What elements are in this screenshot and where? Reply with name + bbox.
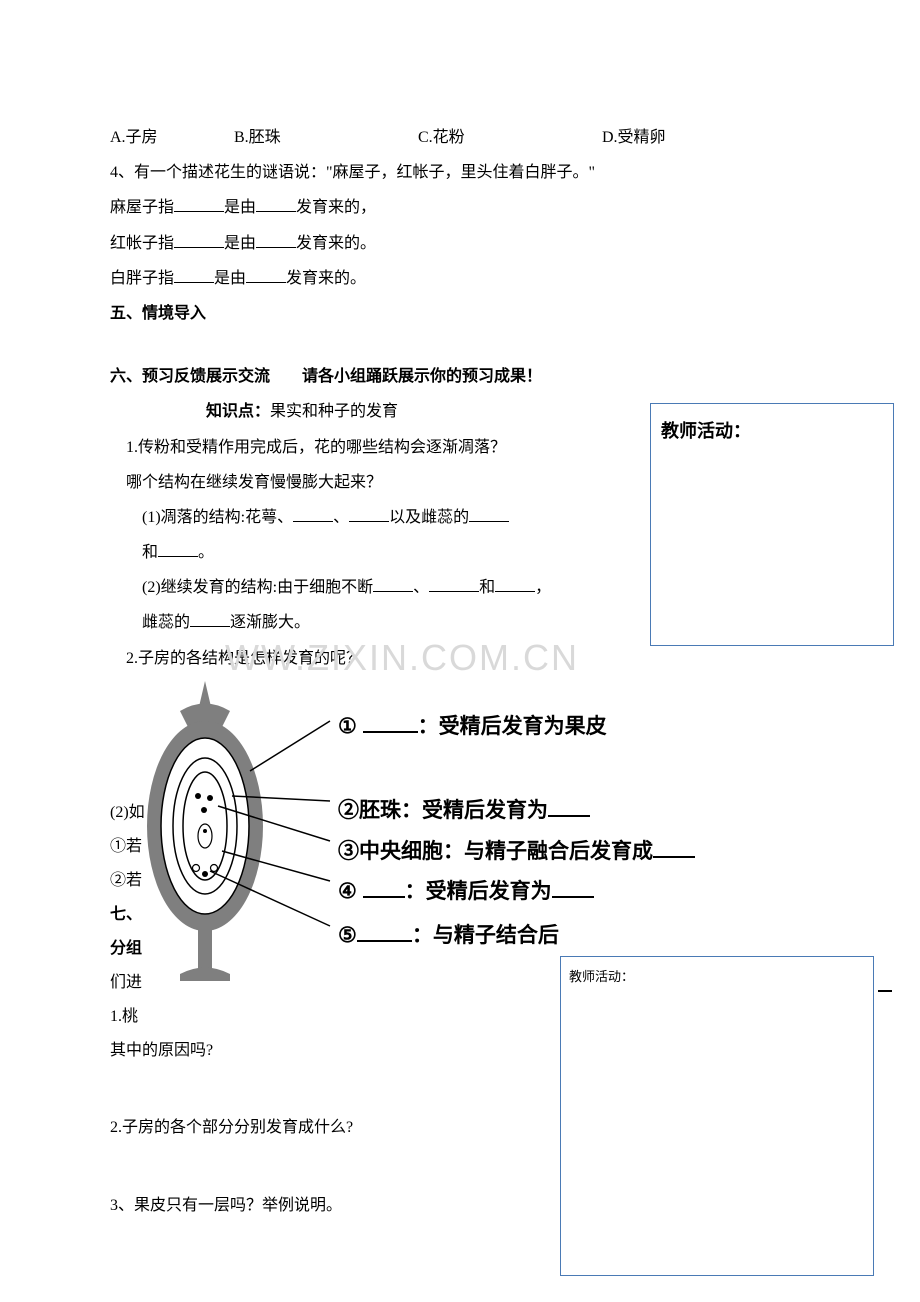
p1-2-cont: 雌蕊的 逐渐膨大。 — [110, 605, 810, 640]
blank — [548, 797, 590, 817]
p1-1d: 和 — [142, 544, 158, 561]
blank — [363, 713, 418, 733]
blank — [357, 922, 412, 942]
blank — [293, 504, 333, 522]
blank — [349, 504, 389, 522]
d2: ②胚珠：受精后发育为 — [338, 799, 548, 822]
left-frag-a: (2)如 — [110, 795, 145, 830]
tail-q2: 2.子房的各个部分分别发育成什么? — [110, 1110, 353, 1145]
left-frag-c: ②若 — [110, 863, 142, 898]
heading-5: 五、情境导入 — [110, 296, 810, 331]
blank — [495, 574, 535, 592]
q4-l3-b: 是由 — [214, 270, 246, 287]
diag-label-5: ⑤ ：与精子结合后 — [338, 913, 559, 959]
q4-l2-a: 红帐子指 — [110, 235, 174, 252]
blank — [174, 194, 224, 212]
q4-l2-c: 发育来的。 — [296, 235, 376, 252]
teacher-label-1: 教师活动： — [651, 404, 893, 460]
blank — [158, 539, 198, 557]
blank — [429, 574, 479, 592]
kp-label: 知识点： — [206, 403, 270, 420]
d3: ③中央细胞：与精子融合后发育成 — [338, 840, 653, 863]
dash-mark — [878, 990, 892, 992]
opt-a: A.子房 — [110, 120, 230, 155]
p1-2f: 逐渐膨大。 — [230, 614, 310, 631]
d5-b: ：与精子结合后 — [412, 924, 559, 947]
q4-l3-a: 白胖子指 — [110, 270, 174, 287]
blank — [174, 265, 214, 283]
heading-6: 六、预习反馈展示交流 请各小组踊跃展示你的预习成果！ — [110, 359, 810, 394]
d4-a: ④ — [338, 880, 357, 903]
teacher-label-2: 教师活动： — [561, 957, 873, 998]
p1-1a: (1)凋落的结构:花萼、 — [142, 509, 293, 526]
p1-1b: 、 — [333, 509, 349, 526]
diag-label-1: ① ：受精后发育为果皮 — [338, 704, 607, 750]
q4-line3: 白胖子指 是由 发育来的。 — [110, 261, 810, 296]
diag-label-4: ④ ：受精后发育为 — [338, 869, 594, 915]
blank — [653, 838, 695, 858]
blank — [174, 230, 224, 248]
q4-l3-c: 发育来的。 — [286, 270, 366, 287]
p1-2d: ， — [535, 579, 551, 596]
blank — [246, 265, 286, 283]
p1-1e: 。 — [198, 544, 214, 561]
q4-line1: 麻屋子指 是由 发育来的， — [110, 190, 810, 225]
q4-l1-b: 是由 — [224, 199, 256, 216]
blank — [363, 878, 405, 898]
opt-b: B.胚珠 — [234, 120, 414, 155]
q4-l1-c: 发育来的， — [296, 199, 376, 216]
blank — [256, 230, 296, 248]
p1-2e: 雌蕊的 — [142, 614, 190, 631]
q4-l2-b: 是由 — [224, 235, 256, 252]
tail-q3: 3、果皮只有一层吗？举例说明。 — [110, 1188, 342, 1223]
q4-stem: 4、有一个描述花生的谜语说："麻屋子，红帐子，里头住着白胖子。" — [110, 155, 810, 190]
p1-2a: (2)继续发育的结构:由于细胞不断 — [142, 579, 373, 596]
opt-c: C.花粉 — [418, 120, 598, 155]
left-frag-f: 们进 — [110, 965, 142, 1000]
opt-d: D.受精卵 — [602, 120, 666, 155]
d5-a: ⑤ — [338, 924, 357, 947]
blank — [373, 574, 413, 592]
left-frag-g: 1.桃 — [110, 999, 138, 1034]
left-frag-e: 分组 — [110, 931, 142, 966]
d1-b: ：受精后发育为果皮 — [418, 715, 607, 738]
blank — [190, 609, 230, 627]
ovary-diagram: ① ：受精后发育为果皮 ②胚珠：受精后发育为 ③中央细胞：与精子融合后发育成 ④… — [110, 676, 810, 986]
tail-q1: 其中的原因吗? — [110, 1033, 213, 1068]
left-frag-b: ①若 — [110, 829, 142, 864]
p1-2b: 、 — [413, 579, 429, 596]
p1-2c: 和 — [479, 579, 495, 596]
d4-b: ：受精后发育为 — [405, 880, 552, 903]
q3-options: A.子房 B.胚珠 C.花粉 D.受精卵 — [110, 120, 810, 155]
left-frag-d: 七、 — [110, 897, 142, 932]
q4-l1-a: 麻屋子指 — [110, 199, 174, 216]
kp-text: 果实和种子的发育 — [270, 403, 398, 420]
d1-a: ① — [338, 715, 357, 738]
blank — [469, 504, 509, 522]
blank — [552, 878, 594, 898]
blank — [256, 194, 296, 212]
q4-line2: 红帐子指 是由 发育来的。 — [110, 226, 810, 261]
teacher-box-2: 教师活动： — [560, 956, 874, 1276]
diag-label-2: ②胚珠：受精后发育为 — [338, 788, 590, 834]
p1-1c: 以及雌蕊的 — [389, 509, 469, 526]
